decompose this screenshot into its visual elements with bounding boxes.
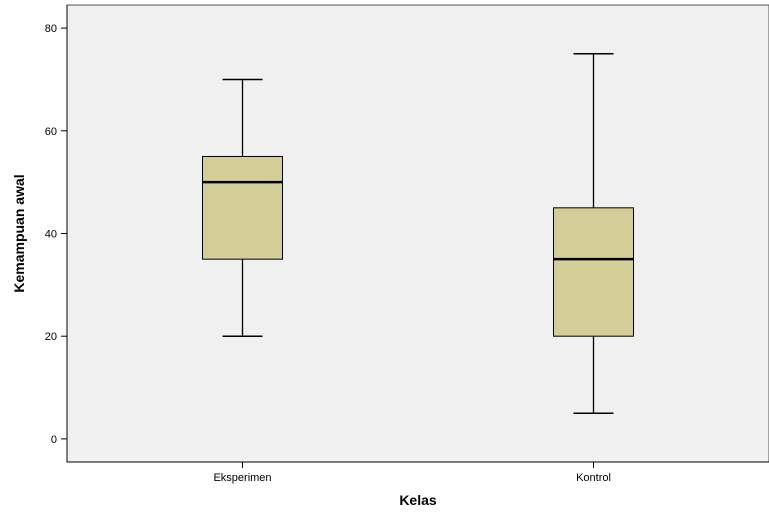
x-tick-label: Eksperimen: [213, 472, 271, 484]
y-tick-label: 20: [45, 331, 57, 343]
y-tick-label: 60: [45, 126, 57, 138]
plot-area: [66, 4, 769, 463]
box-kontrol: [553, 53, 634, 414]
box-iqr: [202, 155, 283, 260]
y-axis: 0 20 40 60 80: [45, 5, 68, 462]
x-axis-title: Kelas: [399, 492, 437, 508]
box-iqr: [553, 207, 634, 337]
y-tick-label: 0: [51, 434, 57, 446]
y-tick-label: 40: [45, 229, 57, 241]
box-eksperimen: [202, 78, 283, 337]
x-tick-label: Kontrol: [576, 472, 611, 484]
y-axis-title: Kemampuan awal: [11, 174, 27, 292]
x-axis: Eksperimen Kontrol: [67, 461, 769, 484]
boxes: [202, 53, 634, 414]
y-tick-label: 80: [45, 23, 57, 35]
